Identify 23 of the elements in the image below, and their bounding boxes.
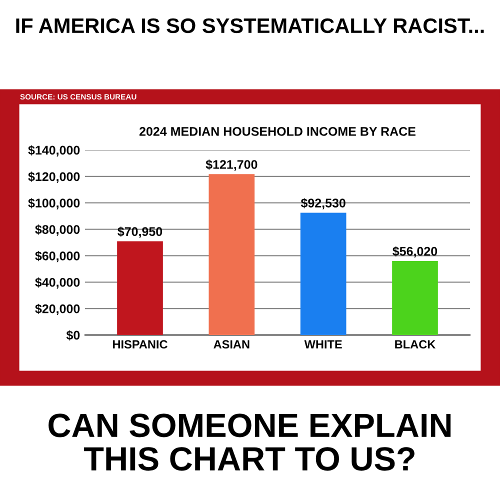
data-label: $92,530 — [300, 198, 346, 210]
y-tick-label: $100,000 — [28, 198, 80, 210]
bar — [300, 212, 346, 335]
y-tick-label: $120,000 — [28, 172, 80, 183]
bar — [208, 174, 255, 335]
x-tick-label: BLACK — [395, 340, 436, 349]
data-label: $121,700 — [206, 160, 258, 171]
data-label: $70,950 — [118, 226, 162, 238]
x-tick-label: HISPANIC — [113, 340, 168, 349]
y-tick-label: $20,000 — [35, 304, 80, 316]
y-tick-label: $0 — [66, 330, 80, 340]
bar — [392, 260, 438, 335]
bar — [117, 241, 163, 335]
x-tick-label: ASIAN — [214, 340, 250, 349]
text: CAN SOMEONE EXPLAIN THIS CHART TO US? — [48, 414, 451, 471]
chart-subtitle: 2024 MEDIAN HOUSEHOLD INCOME BY RACE — [139, 127, 416, 136]
x-tick-label: WHITE — [304, 340, 342, 348]
y-tick-label: $40,000 — [35, 277, 80, 289]
chart-title: IF AMERICA IS SO SYSTEMATICALLY RACIST... — [16, 18, 484, 34]
data-label: $56,020 — [392, 246, 438, 258]
y-tick-label: $60,000 — [35, 250, 80, 262]
y-tick-label: $80,000 — [35, 224, 80, 236]
y-tick-label: $140,000 — [28, 145, 80, 156]
